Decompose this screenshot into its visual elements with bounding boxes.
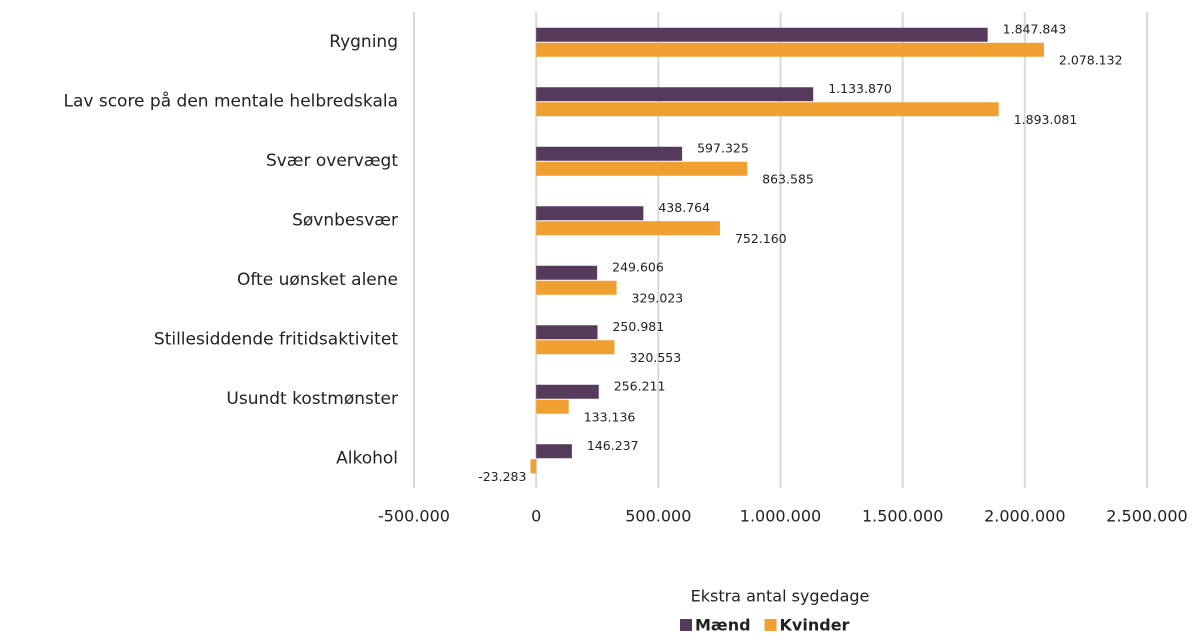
bar [536,444,572,459]
category-label: Alkohol [336,448,398,468]
x-tick-label: 500.000 [625,507,691,526]
data-label: 597.325 [697,140,749,155]
bar [536,265,598,280]
data-label: 438.764 [658,200,710,215]
data-label: 133.136 [584,409,636,424]
data-label: 146.237 [587,438,639,453]
bar [536,102,999,117]
bar [536,340,615,355]
data-label: 1.893.081 [1014,112,1078,127]
x-tick-label: 2.000.000 [984,507,1065,526]
bar [536,161,748,176]
bar [536,87,814,102]
bar [530,459,537,474]
bar [536,399,569,414]
category-label: Svær overvægt [266,151,398,171]
data-label: 249.606 [612,259,664,274]
data-label: 250.981 [612,319,664,334]
legend-swatch [680,619,692,631]
bar [536,325,598,340]
bar [536,27,988,42]
legend-swatch [764,619,777,631]
data-label: 863.585 [762,171,814,186]
legend-label: Kvinder [780,616,850,635]
data-label: 2.078.132 [1059,52,1123,67]
data-label: 256.211 [614,378,666,393]
category-label: Stillesiddende fritidsaktivitet [154,329,398,349]
bar [536,221,720,236]
data-label: 752.160 [735,231,787,246]
category-label: Usundt kostmønster [226,389,398,409]
legend-label: Mænd [695,616,751,635]
category-label: Rygning [329,32,398,52]
bar [536,280,617,295]
bar [536,206,644,221]
category-label: Lav score på den mentale helbredskala [63,90,398,111]
data-label: 329.023 [632,290,684,305]
category-label: Søvnbesvær [292,210,398,230]
bar [536,146,683,161]
x-tick-label: -500.000 [378,507,450,526]
data-label: 320.553 [629,350,681,365]
x-tick-label: 0 [531,507,541,526]
category-label: Ofte uønsket alene [237,270,398,290]
x-tick-label: 2.500.000 [1106,507,1187,526]
data-label: 1.133.870 [828,81,892,96]
bar [536,42,1044,57]
x-tick-label: 1.500.000 [862,507,943,526]
x-axis-label: Ekstra antal sygedage [691,587,870,606]
data-label: 1.847.843 [1003,21,1067,36]
x-tick-label: 1.000.000 [740,507,821,526]
data-label: -23.283 [478,469,526,484]
bar [536,384,599,399]
